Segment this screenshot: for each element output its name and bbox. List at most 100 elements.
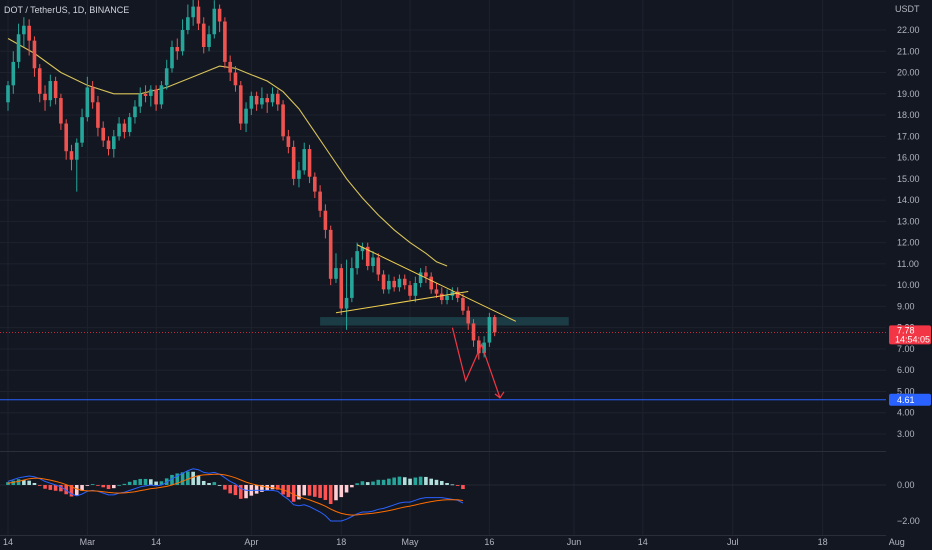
macd-histogram-bar xyxy=(149,479,153,485)
candle-body xyxy=(291,146,296,179)
macd-histogram-bar xyxy=(371,481,375,485)
macd-histogram-bar xyxy=(32,482,37,485)
candle-body xyxy=(408,285,412,296)
candle-body xyxy=(59,98,63,124)
candle-body xyxy=(11,61,16,86)
macd-histogram-bar xyxy=(397,476,402,485)
macd-histogram-bar xyxy=(69,485,74,497)
macd-histogram-bar xyxy=(360,481,365,485)
macd-histogram-bar xyxy=(27,480,31,485)
candle-body xyxy=(249,95,254,109)
time-tick-label: 16 xyxy=(484,537,494,547)
candle-body xyxy=(217,8,222,22)
macd-histogram-bar xyxy=(265,485,270,491)
projection-arrowhead xyxy=(494,391,505,399)
macd-histogram-bar xyxy=(180,472,185,485)
candle-body xyxy=(392,280,396,288)
candle-body xyxy=(360,246,365,252)
macd-tick-label: 0.00 xyxy=(897,480,915,490)
candle-body xyxy=(477,340,481,354)
macd-histogram-bar xyxy=(270,485,275,490)
macd-histogram-bar xyxy=(196,475,201,485)
macd-histogram-bar xyxy=(175,473,180,485)
candle-body xyxy=(143,93,148,96)
macd-histogram-bar xyxy=(254,485,259,494)
macd-histogram-bar xyxy=(11,480,16,485)
candle-body xyxy=(397,278,402,288)
macd-histogram-bar xyxy=(170,474,174,485)
candle-body xyxy=(270,93,275,103)
candle-body xyxy=(74,142,79,160)
candle-body xyxy=(96,102,100,128)
candle-body xyxy=(138,93,143,107)
candle-body xyxy=(318,191,322,211)
price-tick-label: 21.00 xyxy=(897,46,920,56)
candle-body xyxy=(16,34,21,62)
candle-body xyxy=(387,280,391,290)
price-tick-label: 16.00 xyxy=(897,153,920,163)
price-axis[interactable]: 22.00 21.00 20.00 19.00 18.00 17.00 16.00 15.00… xyxy=(889,25,931,526)
candle-body xyxy=(175,47,180,52)
macd-histogram-bar xyxy=(22,480,26,485)
price-tick-label: 10.00 xyxy=(897,280,920,290)
candle-body xyxy=(445,295,449,301)
macd-histogram-bar xyxy=(154,481,158,485)
price-tick-label: 18.00 xyxy=(897,110,920,120)
candle-body xyxy=(487,317,492,343)
candle-body xyxy=(275,93,280,105)
candle-body xyxy=(455,291,460,298)
candle-body xyxy=(334,268,338,279)
candle-body xyxy=(149,89,153,96)
macd-histogram-bar xyxy=(328,485,333,505)
macd-histogram-bar xyxy=(127,481,132,485)
macd-histogram-bar xyxy=(260,485,264,492)
candle-body xyxy=(48,81,53,101)
macd-histogram-bar xyxy=(143,478,148,485)
triangle-upper-trendline xyxy=(356,244,517,322)
price-tick-label: 6.00 xyxy=(897,365,915,375)
macd-histogram-bar xyxy=(344,485,349,493)
macd-histogram-bar xyxy=(402,477,407,485)
macd-histogram-bar xyxy=(207,482,211,485)
macd-histogram-bar xyxy=(53,485,58,491)
time-tick-label: 18 xyxy=(336,537,346,547)
candle-body xyxy=(254,95,259,105)
macd-histogram-bar xyxy=(233,485,238,496)
macd-histogram-bar xyxy=(302,485,307,496)
macd-histogram-bar xyxy=(85,485,90,486)
time-axis[interactable]: 14Mar14Apr18May16Jun14Jul18Aug15Sep xyxy=(3,537,932,547)
candle-body xyxy=(112,136,116,150)
macd-histogram-bar xyxy=(434,479,439,485)
price-tick-label: 4.00 xyxy=(897,408,915,418)
candle-body xyxy=(350,268,354,298)
macd-histogram-bar xyxy=(217,485,222,486)
macd-histogram-bar xyxy=(291,485,296,502)
macd-histogram-bar xyxy=(455,485,460,486)
macd-histogram-bar xyxy=(275,485,280,490)
candle-body xyxy=(180,30,185,52)
candle-body xyxy=(106,140,111,150)
candle-body xyxy=(281,104,285,137)
macd-histogram-bar xyxy=(297,485,301,500)
macd-histogram-bar xyxy=(106,485,111,490)
candle-body xyxy=(133,106,137,118)
price-tick-label: 3.00 xyxy=(897,429,915,439)
macd-histogram-bar xyxy=(164,478,169,485)
candle-body xyxy=(461,297,465,311)
candle-body xyxy=(43,93,47,101)
candle-body xyxy=(159,85,164,105)
candle-body xyxy=(323,210,328,230)
macd-line xyxy=(7,468,464,522)
candle-body xyxy=(418,272,423,284)
time-tick-label: Jun xyxy=(567,537,582,547)
candle-body xyxy=(286,136,291,147)
macd-histogram-bar xyxy=(191,471,195,485)
supply-zone xyxy=(320,317,569,326)
macd-histogram-bar xyxy=(96,485,100,486)
macd-histogram-bar xyxy=(461,485,465,490)
macd-histogram-bar xyxy=(201,480,206,485)
time-tick-label: Mar xyxy=(80,537,96,547)
candle-body xyxy=(482,342,486,354)
annotations xyxy=(335,244,517,399)
